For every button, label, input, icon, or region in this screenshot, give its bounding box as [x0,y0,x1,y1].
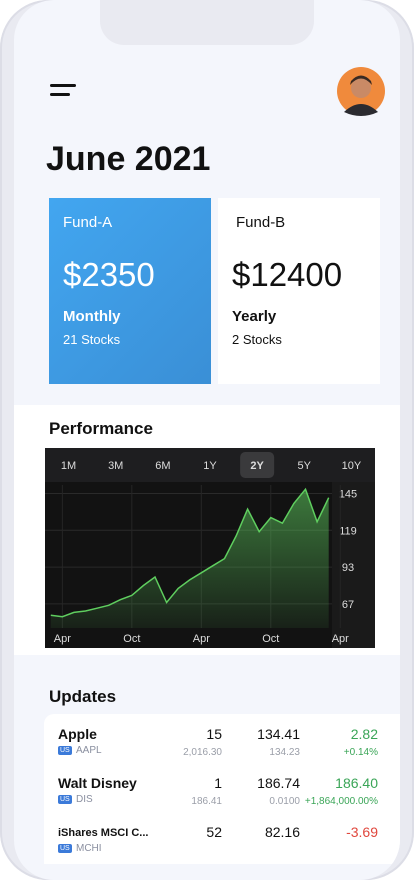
quantity: 1 [214,775,222,791]
updates-table: Apple 15 134.41 2.82 US AAPL 2,016.30 134.23 +0.… [44,714,400,864]
fund-period: Monthly [63,308,121,325]
range-button[interactable]: 1Y [203,460,217,472]
fund-card[interactable]: Fund-A $2350 Monthly 21 Stocks [49,198,211,384]
fund-stocks: 2 Stocks [232,332,282,347]
notch [100,0,314,45]
price: 82.16 [264,824,300,840]
range-button[interactable]: 1M [61,460,76,472]
section-title: Updates [49,687,117,706]
fund-stocks: 21 Stocks [63,332,121,347]
market-badge: US [58,795,72,804]
stock-name: Walt Disney [58,775,137,791]
stock-name: iShares MSCI C... [58,827,149,839]
x-tick-label: Apr [332,633,349,645]
page-title: June 2021 [46,140,211,178]
y-tick-label: 93 [342,562,354,574]
chart: 1M 3M 6M 1Y 2Y 5Y 10Y 67 93 119 145 Apr Oct Apr Oct Apr [45,448,375,648]
range-button[interactable]: 5Y [298,460,312,472]
avg-price: 134.23 [269,747,300,758]
screen: June 2021 Fund-A $2350 Monthly 21 Stocks… [14,0,400,880]
x-tick-label: Apr [54,633,71,645]
ticker: MCHI [76,843,102,854]
market-badge: US [58,746,72,755]
change-pct: +1,864,000.00% [304,796,378,807]
stock-name: Apple [58,726,97,742]
range-button[interactable]: 3M [108,460,123,472]
quantity: 15 [206,726,222,742]
fund-name: Fund-A [63,214,113,231]
change: -3.69 [346,824,378,840]
ticker: DIS [76,794,93,805]
range-selected [240,452,275,478]
area [50,489,329,628]
x-tick-label: Oct [123,633,140,645]
range-button[interactable]: 6M [155,460,170,472]
price: 186.74 [257,775,300,791]
quantity: 52 [206,824,222,840]
menu-line [50,84,76,87]
update-row[interactable]: Walt Disney 1 186.74 186.40 US DIS 186.41 0.010… [44,773,400,821]
y-tick-label: 119 [339,525,357,537]
value: 186.41 [191,796,222,807]
fund-name: Fund-B [236,214,286,231]
range-button[interactable]: 10Y [342,460,362,472]
menu-line [50,93,70,96]
line [50,487,330,618]
section-title: Performance [49,419,153,438]
update-row[interactable]: Apple 15 134.41 2.82 US AAPL 2,016.30 134.23 +0.… [44,724,400,772]
price: 134.41 [257,726,300,742]
market-badge: US [58,844,72,853]
x-tick-label: Oct [262,633,279,645]
change: 2.82 [350,726,378,742]
fund-period: Yearly [232,308,277,325]
update-row[interactable]: iShares MSCI C... 52 82.16 -3.69 US MCHI [44,822,400,864]
axis-band [332,482,375,648]
change: 186.40 [335,775,378,791]
y-tick-label: 67 [342,599,354,611]
value: 2,016.30 [183,747,222,758]
fund-card[interactable]: Fund-B $12400 Yearly 2 Stocks [218,198,380,384]
avatar[interactable] [336,66,386,116]
range-button[interactable]: 2Y [250,460,264,472]
fund-amount: $12400 [232,256,343,293]
avg-price: 0.0100 [269,796,300,807]
x-tick-label: Apr [193,633,210,645]
range-bar [45,448,375,482]
y-tick-label: 145 [339,488,357,500]
change-pct: +0.14% [343,747,378,758]
fund-amount: $2350 [63,256,155,293]
ticker: AAPL [76,745,102,756]
